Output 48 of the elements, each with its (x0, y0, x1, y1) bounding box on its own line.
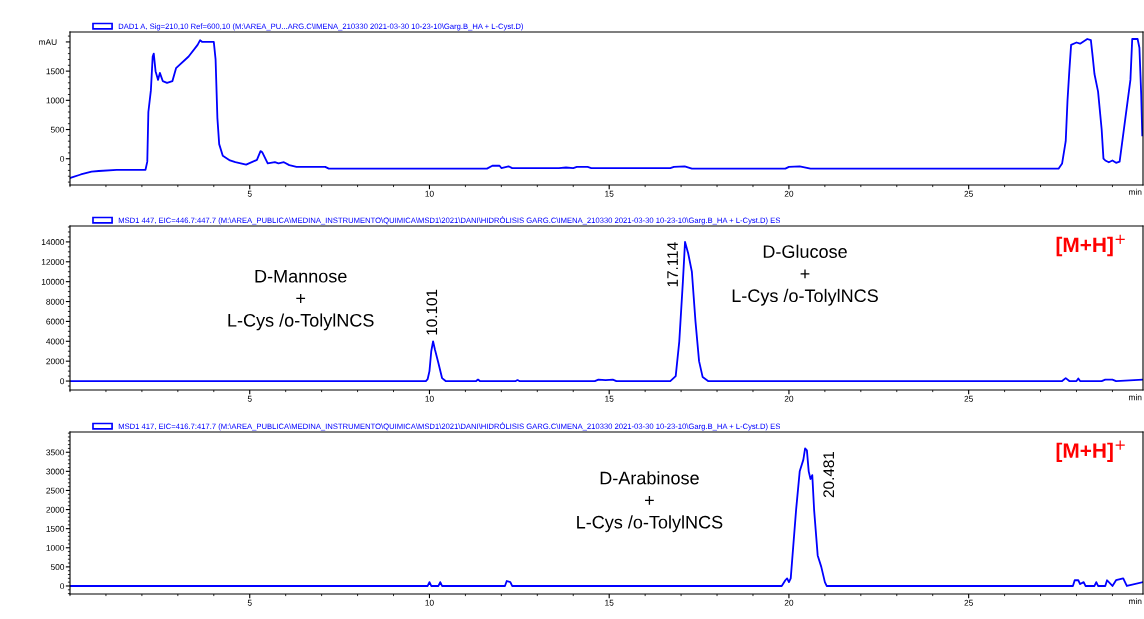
x-tick-label: 25 (964, 395, 973, 402)
y-tick-label: 14000 (41, 239, 65, 245)
y-tick-label: 1000 (46, 544, 65, 551)
x-tick-label: 5 (247, 395, 252, 402)
y-tick-label: 3000 (46, 468, 65, 475)
y-axis-title: mAU (39, 39, 57, 45)
x-tick-label: 15 (605, 599, 614, 606)
y-tick-label: 0 (60, 155, 65, 162)
x-axis-title: min (1129, 394, 1142, 401)
annotation: 17.114 (667, 242, 678, 287)
x-tick-label: 20 (784, 190, 794, 197)
y-tick-label: 500 (50, 564, 65, 570)
y-tick-label: 500 (50, 126, 65, 133)
y-tick-label: 2000 (46, 358, 65, 365)
y-tick-label: 0 (60, 378, 65, 385)
y-tick-label: 12000 (41, 258, 65, 265)
x-tick-label: 20 (784, 599, 794, 606)
y-tick-label: 1000 (46, 97, 65, 104)
x-tick-label: 15 (605, 190, 614, 197)
x-tick-label: 5 (247, 599, 252, 606)
annotation: 10.101 (426, 289, 438, 335)
x-tick-label: 10 (425, 190, 434, 197)
x-tick-label: 25 (964, 190, 973, 197)
x-tick-label: 10 (425, 395, 434, 402)
y-tick-label: 2000 (46, 506, 65, 513)
y-tick-label: 1500 (46, 525, 65, 532)
x-axis-title: min (1129, 188, 1142, 195)
annotation: D-Mannose + L-Cys /o-TolylNCS (228, 269, 374, 331)
y-tick-label: 10000 (41, 278, 65, 285)
annotation: D-Glucose + L-Cys /o-TolylNCS (732, 244, 878, 306)
x-tick-label: 25 (964, 599, 973, 606)
annotation: 20.481 (823, 451, 835, 498)
y-tick-label: 4000 (46, 338, 65, 345)
y-tick-label: 0 (60, 583, 65, 590)
annotation: [M+H]$^{+}$ (1056, 440, 1125, 463)
annotation: D-Arabinose + L-Cys /o-TolylNCS (577, 471, 723, 533)
y-tick-label: 3500 (46, 449, 65, 456)
y-tick-label: 8000 (46, 298, 65, 305)
y-tick-label: 6000 (46, 318, 65, 325)
x-tick-label: 20 (784, 395, 794, 402)
y-tick-label: 2500 (46, 487, 65, 494)
x-tick-label: 15 (605, 395, 614, 402)
line-series (70, 38, 1143, 179)
x-tick-label: 10 (425, 599, 434, 606)
annotation: [M+H]$^{+}$ (1056, 234, 1125, 257)
x-tick-label: 5 (247, 190, 252, 197)
y-tick-label: 1500 (46, 68, 65, 75)
x-axis-title: min (1129, 598, 1142, 605)
